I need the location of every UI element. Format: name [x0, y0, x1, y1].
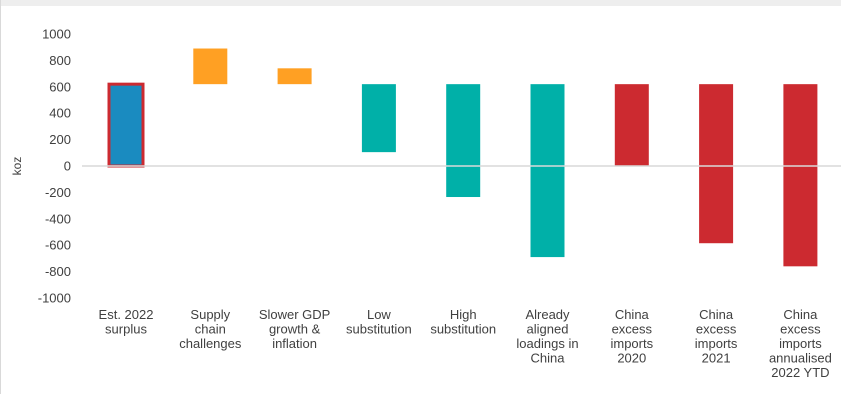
bar-4	[361, 84, 396, 153]
bar-3	[277, 68, 312, 85]
y-tick-label: 0	[64, 159, 71, 174]
y-tick-label: -600	[45, 238, 71, 253]
category-label: Slower GDP growth & inflation	[259, 307, 331, 351]
bars	[107, 48, 818, 267]
bar-8	[699, 84, 734, 244]
y-tick-label: -200	[45, 185, 71, 200]
bar-1	[107, 82, 145, 168]
category-label: High substitution	[430, 307, 496, 337]
bar-9	[783, 84, 818, 267]
bar-5	[446, 84, 481, 198]
category-label: China excess imports 2020	[610, 307, 653, 366]
category-label: Low substitution	[346, 307, 412, 337]
category-label: Already aligned loadings in China	[516, 307, 578, 366]
bar-7	[614, 84, 649, 166]
left-border	[0, 0, 1, 394]
y-tick-label: -800	[45, 264, 71, 279]
y-tick-label: 400	[49, 106, 71, 121]
y-tick-label: 1000	[42, 27, 71, 42]
y-tick-label: -400	[45, 211, 71, 226]
y-axis-ticks: 1000 800 600 400 200 0 -200 -400 -600 -800 -1000	[38, 27, 71, 306]
y-tick-label: 600	[49, 79, 71, 94]
x-axis-categories: Est. 2022 surplus Supply chain challenges Slo…	[99, 307, 832, 380]
top-border	[0, 0, 841, 6]
y-tick-label: 800	[49, 53, 71, 68]
bar-2	[193, 48, 228, 85]
y-tick-label: 200	[49, 132, 71, 147]
bar-6	[530, 84, 565, 258]
y-tick-label: -1000	[38, 291, 71, 306]
y-axis-label: koz	[10, 157, 24, 176]
category-label: China excess imports annualised 2022 YTD	[769, 307, 832, 380]
category-label: China excess imports 2021	[695, 307, 738, 366]
category-label: Est. 2022 surplus	[99, 307, 154, 337]
category-label: Supply chain challenges	[179, 307, 242, 351]
